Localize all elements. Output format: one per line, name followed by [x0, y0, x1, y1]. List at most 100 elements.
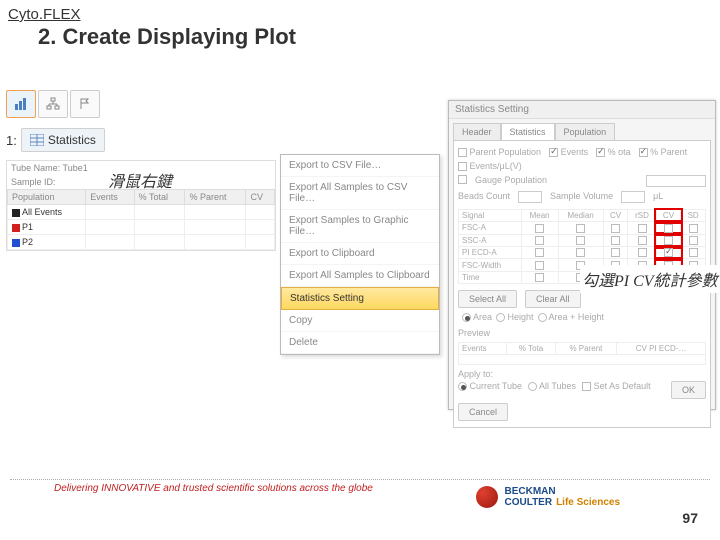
apply-radio[interactable] — [458, 382, 467, 391]
prev-col: Events — [459, 343, 507, 355]
flag-icon[interactable] — [70, 90, 100, 118]
sig-checkbox[interactable] — [611, 236, 620, 245]
sig-checkbox[interactable] — [576, 236, 585, 245]
sig-checkbox[interactable] — [638, 224, 647, 233]
area-radio[interactable] — [538, 313, 547, 322]
step-1: 1: Statistics — [6, 128, 105, 152]
bar-chart-icon[interactable] — [6, 90, 36, 118]
sig-checkbox[interactable] — [664, 236, 673, 245]
brand-beckman: BECKMAN — [504, 486, 555, 497]
brand-coulter: COULTER — [504, 497, 552, 508]
cancel-button[interactable]: Cancel — [458, 403, 508, 421]
sig-checkbox[interactable] — [576, 248, 585, 257]
apply-radio[interactable] — [528, 382, 537, 391]
signal-row: FSC-A — [459, 222, 706, 234]
statistics-label: Statistics — [48, 133, 96, 147]
gauge-label: Gauge Population — [475, 175, 547, 187]
product-name: Cyto.FLEX — [8, 6, 81, 23]
page-number: 97 — [682, 510, 698, 526]
select-all-button[interactable]: Select All — [458, 290, 517, 308]
population-table: PopulationEvents% Total% ParentCV All Ev… — [7, 189, 275, 250]
apply-to-label: Apply to: — [458, 369, 706, 379]
gauge-checkbox[interactable] — [458, 175, 467, 184]
menu-item[interactable]: Export to Clipboard — [281, 243, 439, 265]
ok-button[interactable]: OK — [671, 381, 706, 399]
ul-label: μL — [653, 191, 663, 203]
prev-col: % Tota — [507, 343, 555, 355]
sig-checkbox[interactable] — [535, 248, 544, 257]
sample-vol-label: Sample Volume — [550, 191, 613, 203]
statistics-button[interactable]: Statistics — [21, 128, 105, 152]
hierarchy-icon[interactable] — [38, 90, 68, 118]
menu-item[interactable]: Delete — [281, 332, 439, 354]
area-radio[interactable] — [462, 313, 471, 322]
sig-col: Mean — [521, 210, 558, 222]
menu-item[interactable]: Export All Samples to Clipboard — [281, 265, 439, 287]
col-header: Population — [8, 190, 86, 205]
table-row[interactable]: P2 — [8, 235, 275, 250]
sample-id-label: Sample ID: — [11, 177, 56, 187]
checkbox[interactable] — [458, 148, 467, 157]
col-header: CV — [246, 190, 275, 205]
ribbon-toolbar — [6, 90, 100, 118]
brand-ls: Life Sciences — [556, 497, 620, 508]
clear-all-button[interactable]: Clear All — [525, 290, 581, 308]
step-number: 1: — [6, 133, 17, 148]
signal-row: PI ECD-A — [459, 247, 706, 259]
sig-checkbox[interactable] — [638, 248, 647, 257]
sig-col: Median — [558, 210, 603, 222]
table-row[interactable]: All Events — [8, 205, 275, 220]
area-radio[interactable] — [496, 313, 505, 322]
signal-row: SSC-A — [459, 234, 706, 246]
dialog-title: Statistics Setting — [449, 101, 715, 119]
checkbox[interactable] — [458, 162, 467, 171]
annotation-check-cv: 勾選PI CV統計參數 — [580, 265, 720, 293]
menu-item[interactable]: Statistics Setting — [281, 287, 439, 310]
menu-item[interactable]: Copy — [281, 310, 439, 332]
checkbox[interactable] — [639, 148, 648, 157]
table-icon — [30, 134, 44, 146]
sig-checkbox[interactable] — [535, 236, 544, 245]
prev-col: CV PI ECD-… — [617, 343, 706, 355]
sig-col: SD — [681, 210, 706, 222]
sig-checkbox[interactable] — [535, 261, 544, 270]
footer-divider — [10, 479, 710, 480]
sig-checkbox[interactable] — [689, 248, 698, 257]
prev-col: % Parent — [555, 343, 616, 355]
sig-col: CV — [603, 210, 628, 222]
checkbox[interactable] — [596, 148, 605, 157]
default-checkbox[interactable] — [582, 382, 591, 391]
sig-checkbox[interactable] — [689, 236, 698, 245]
logo-swoosh-icon — [476, 486, 498, 508]
tube-name-label: Tube Name: Tube1 — [11, 163, 88, 173]
beads-input[interactable] — [518, 191, 542, 203]
preview-table: Events% Tota% ParentCV PI ECD-… — [458, 342, 706, 365]
table-row[interactable]: P1 — [8, 220, 275, 235]
sig-checkbox[interactable] — [576, 224, 585, 233]
tab-statistics[interactable]: Statistics — [501, 123, 555, 140]
brand-logo: BECKMAN COULTER Life Sciences — [476, 486, 620, 508]
annotation-right-click: 滑鼠右鍵 — [108, 168, 172, 192]
sig-checkbox[interactable] — [611, 224, 620, 233]
checkbox[interactable] — [549, 148, 558, 157]
preview-label: Preview — [458, 328, 706, 338]
sig-checkbox[interactable] — [689, 224, 698, 233]
sig-checkbox[interactable] — [664, 224, 673, 233]
menu-item[interactable]: Export All Samples to CSV File… — [281, 177, 439, 210]
sig-checkbox[interactable] — [535, 224, 544, 233]
sig-checkbox[interactable] — [611, 248, 620, 257]
menu-item[interactable]: Export Samples to Graphic File… — [281, 210, 439, 243]
sig-col: CV — [656, 210, 681, 222]
tab-population[interactable]: Population — [555, 123, 616, 140]
tab-header[interactable]: Header — [453, 123, 501, 140]
beads-label: Beads Count — [458, 191, 510, 203]
sig-checkbox[interactable] — [664, 248, 673, 257]
context-menu: Export to CSV File…Export All Samples to… — [280, 154, 440, 355]
sample-vol-input[interactable] — [621, 191, 645, 203]
subset-select[interactable] — [646, 175, 706, 187]
sig-checkbox[interactable] — [638, 236, 647, 245]
dialog-tabs: HeaderStatisticsPopulation — [449, 119, 715, 140]
sig-checkbox[interactable] — [535, 273, 544, 282]
slide-title: 2. Create Displaying Plot — [38, 24, 296, 50]
menu-item[interactable]: Export to CSV File… — [281, 155, 439, 177]
